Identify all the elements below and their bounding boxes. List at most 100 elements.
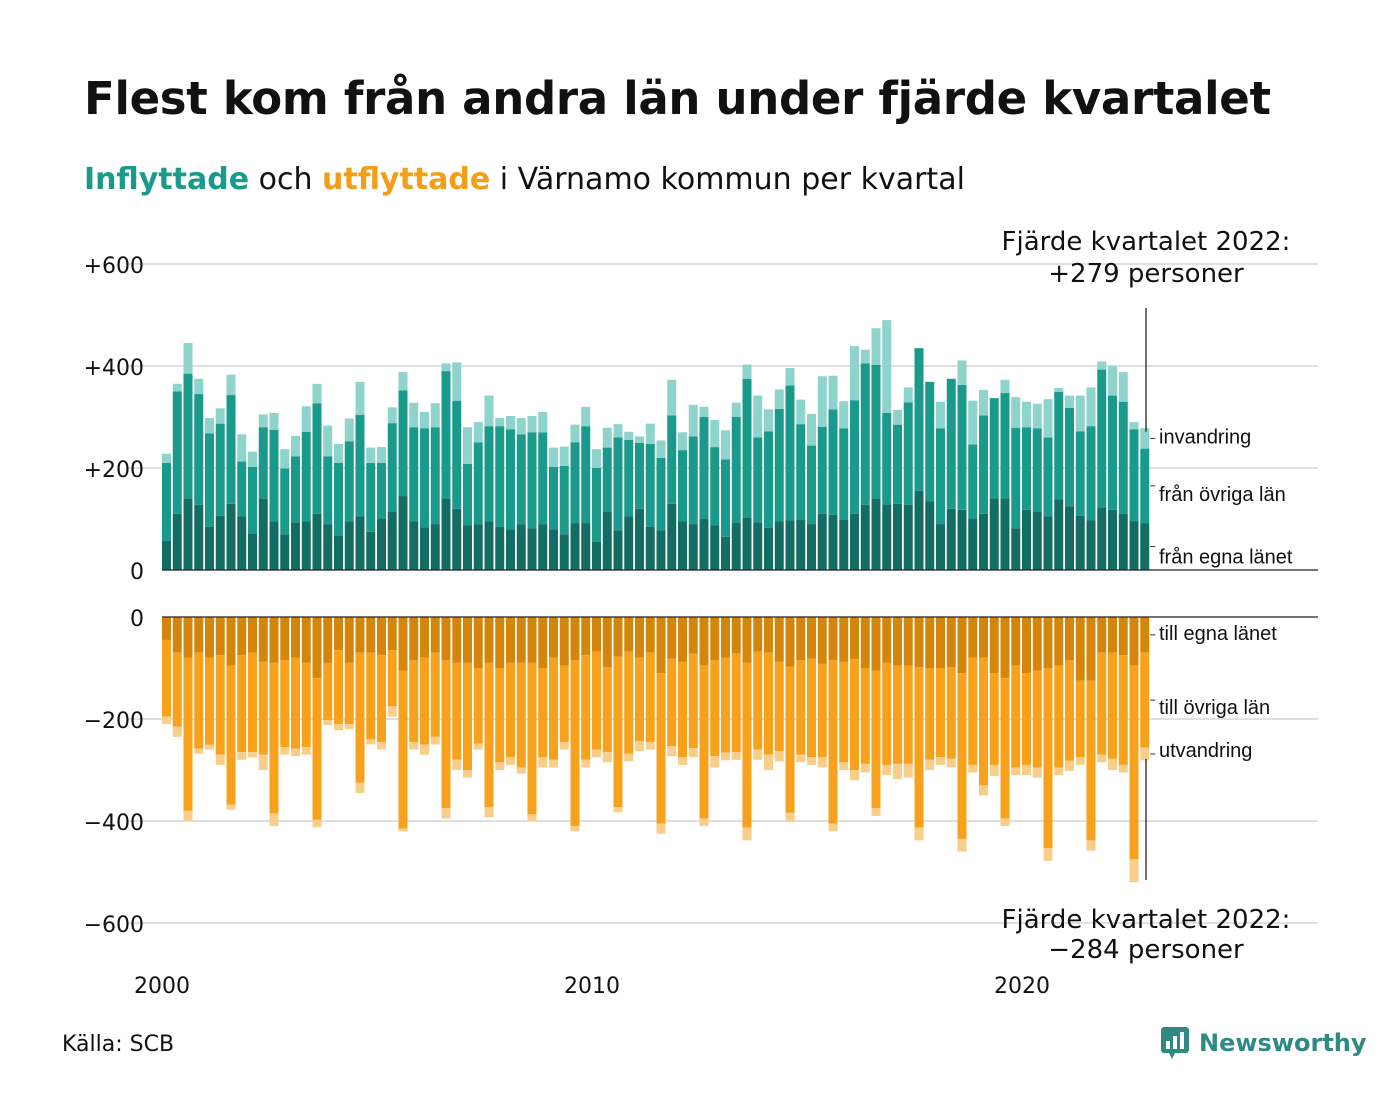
bar-out (441, 808, 451, 819)
series-label-in: från övriga län (1159, 484, 1286, 506)
newsworthy-logo-icon (1161, 1027, 1189, 1059)
bar-out (344, 662, 354, 725)
newsworthy-logo-text: Newsworthy (1199, 1029, 1367, 1057)
bar-out (1108, 652, 1117, 759)
bar-in (957, 509, 967, 570)
bar-out (549, 617, 558, 658)
bar-out (377, 655, 386, 742)
bar-in (1022, 509, 1031, 570)
bar-out (699, 617, 709, 666)
bar-in (473, 442, 483, 525)
bar-in (506, 429, 515, 530)
bar-out (1108, 758, 1117, 770)
bar-in (377, 447, 386, 463)
bar-out (817, 617, 827, 664)
bar-out (355, 652, 365, 783)
bar-in (613, 437, 623, 531)
bar-out (280, 747, 290, 755)
bar-in (280, 468, 290, 535)
bar-out (850, 770, 859, 781)
bar-out (667, 658, 677, 747)
bar-out (850, 659, 859, 770)
bar-in (882, 320, 892, 413)
bar-in (430, 524, 440, 570)
bar-out (215, 655, 225, 755)
bar-in (559, 465, 569, 535)
bar-out (452, 662, 462, 760)
bar-in (549, 447, 558, 467)
bar-out (968, 764, 978, 773)
bar-out (420, 657, 429, 745)
bar-out (226, 617, 236, 666)
bar-in (656, 440, 666, 458)
bar-out (355, 617, 365, 653)
bar-in (1065, 407, 1074, 507)
bar-out (850, 617, 859, 660)
bar-in (678, 432, 687, 451)
bar-in (205, 526, 214, 570)
bar-in (860, 504, 870, 570)
bar-out (570, 826, 580, 832)
bar-in (237, 516, 247, 570)
bar-out (753, 617, 763, 652)
bar-out (226, 665, 236, 805)
bar-in (377, 519, 386, 570)
bar-out (807, 658, 816, 758)
bar-out (936, 757, 945, 765)
bar-out (323, 617, 333, 663)
bar-out (258, 617, 268, 662)
bar-out (796, 617, 806, 661)
subtitle-out-word: utflyttade (322, 162, 491, 197)
bar-out (957, 673, 967, 839)
bar-in (194, 394, 204, 505)
bar-in (710, 420, 720, 448)
bar-in (850, 346, 859, 401)
bar-out (1086, 617, 1096, 681)
bar-out (527, 662, 537, 815)
bar-out (506, 757, 515, 765)
bar-in (172, 383, 182, 392)
bar-in (699, 417, 709, 519)
bar-out (549, 657, 558, 760)
bar-out (516, 662, 526, 768)
bar-out (903, 665, 913, 764)
bar-in (258, 427, 268, 499)
bar-out (839, 617, 849, 662)
bar-in (301, 521, 311, 570)
bar-in (183, 373, 193, 499)
bar-in (710, 447, 720, 526)
bar-in (807, 413, 816, 446)
bar-in (248, 533, 257, 570)
bar-out (398, 828, 408, 832)
bar-out (581, 759, 591, 768)
bar-in (699, 519, 709, 570)
bar-in (968, 519, 978, 570)
bar-out (1065, 660, 1074, 761)
bar-out (764, 617, 773, 653)
bar-out (914, 827, 924, 841)
bar-in (925, 381, 935, 502)
bar-in (914, 348, 924, 491)
bar-out (366, 739, 376, 745)
bar-in (807, 524, 816, 570)
bar-in (764, 527, 773, 570)
bar-out (1129, 665, 1139, 860)
bar-in (753, 437, 763, 523)
bar-out (989, 764, 999, 777)
annotation-out-line1: Fjärde kvartalet 2022: (1002, 905, 1291, 935)
x-tick-label: 2000 (134, 974, 190, 999)
bar-out (710, 660, 720, 757)
bar-out (452, 617, 462, 663)
bar-out (280, 660, 290, 748)
bar-out (484, 807, 494, 818)
bar-in (441, 498, 451, 570)
bar-in (1118, 513, 1128, 570)
bar-in (301, 406, 311, 432)
bar-in (527, 528, 537, 570)
bar-in (602, 427, 612, 448)
bar-out (409, 660, 419, 742)
bar-in (1032, 428, 1042, 512)
bar-in (355, 381, 365, 415)
bar-out (903, 763, 913, 778)
bar-out (785, 812, 795, 822)
